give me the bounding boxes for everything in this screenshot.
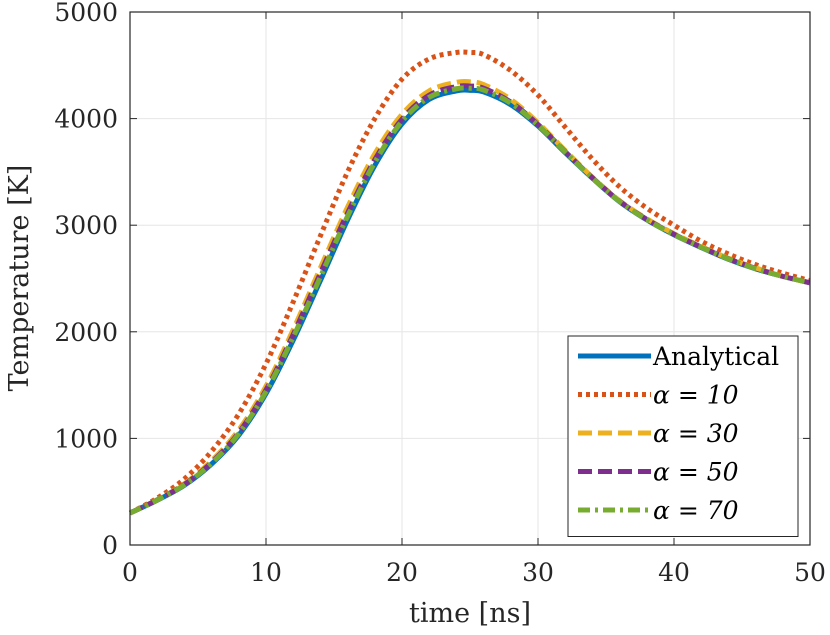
legend-label-3: α = 50 [653,458,739,487]
y-tick-label: 1000 [54,424,118,453]
y-tick-label: 5000 [54,0,118,27]
legend-label-2: α = 30 [653,419,739,448]
x-tick-label: 0 [122,558,138,587]
legend-label-0: Analytical [652,342,779,371]
axis-ticks: 0 10 20 30 40 50 0 1000 2000 3000 4000 5000 [54,0,826,587]
x-tick-label: 10 [250,558,282,587]
legend: Analytical α = 10 α = 30 α = 50 α = 70 [567,335,799,537]
y-axis-label: Temperature [K] [4,165,35,392]
x-axis-label: time [ns] [409,598,531,629]
plot-frame [129,11,811,546]
data-series [128,49,811,516]
x-tick-label: 50 [794,558,826,587]
grid-lines [129,11,811,546]
y-tick-label: 4000 [54,105,118,134]
y-tick-label: 2000 [54,318,118,347]
legend-label-1: α = 10 [653,381,739,410]
y-tick-label: 3000 [54,211,118,240]
x-tick-label: 40 [658,558,690,587]
x-tick-label: 30 [522,558,554,587]
legend-label-4: α = 70 [653,496,739,525]
series-line-1 [128,49,811,516]
x-tick-label: 20 [386,558,418,587]
legend-box [567,335,799,537]
y-tick-label: 0 [102,531,118,560]
series-line-4 [128,85,811,516]
